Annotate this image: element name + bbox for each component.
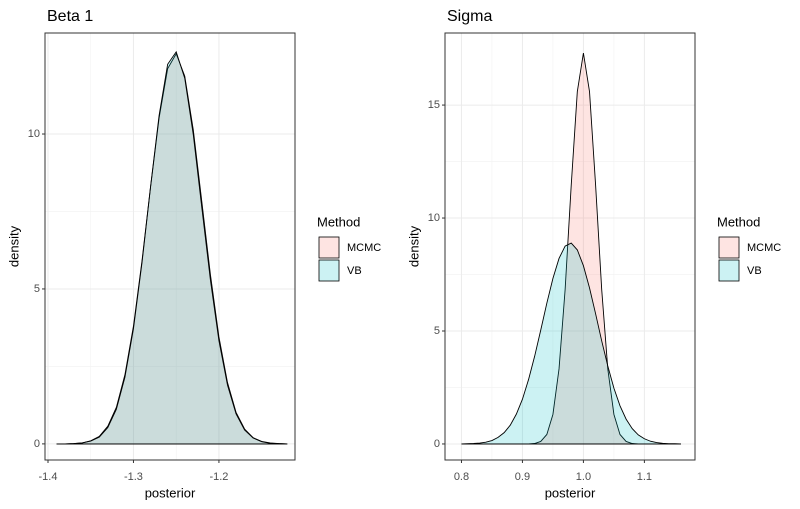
y-tick-label: 0 [34, 438, 40, 450]
x-tick-label: -1.2 [209, 471, 228, 483]
x-tick-label: 0.9 [515, 471, 530, 483]
legend-label: MCMC [347, 242, 381, 254]
x-tick-label: 1.0 [576, 471, 591, 483]
legend-key [318, 259, 340, 282]
legend-title: Method [717, 214, 760, 229]
y-tick-label: 5 [34, 283, 40, 295]
x-axis-title: posterior [545, 485, 596, 500]
y-axis-title: density [406, 225, 421, 267]
legend-label: MCMC [747, 242, 781, 254]
legend-key [718, 259, 740, 282]
y-tick-label: 15 [428, 99, 440, 111]
x-tick-label: 1.1 [637, 471, 652, 483]
y-tick-label: 0 [434, 438, 440, 450]
y-tick-label: 10 [428, 212, 440, 224]
density-area [461, 242, 681, 445]
x-tick-label: 0.8 [454, 471, 469, 483]
panel-border [444, 32, 696, 461]
legend-label: VB [747, 265, 762, 277]
x-tick-label: -1.4 [39, 471, 58, 483]
x-axis-title: posterior [145, 485, 196, 500]
legend-key [318, 236, 340, 259]
panel [45, 33, 295, 460]
legend-title: Method [317, 214, 360, 229]
legend-label: VB [347, 265, 362, 277]
y-tick-label: 10 [28, 128, 40, 140]
y-axis-title: density [6, 225, 21, 267]
panel [445, 33, 695, 460]
legend-key [718, 236, 740, 259]
panel-border [44, 32, 296, 461]
x-tick-label: -1.3 [124, 471, 143, 483]
y-tick-label: 5 [434, 325, 440, 337]
chart-title: Beta 1 [47, 8, 93, 25]
density-area [56, 50, 288, 445]
chart-title: Sigma [447, 8, 492, 25]
